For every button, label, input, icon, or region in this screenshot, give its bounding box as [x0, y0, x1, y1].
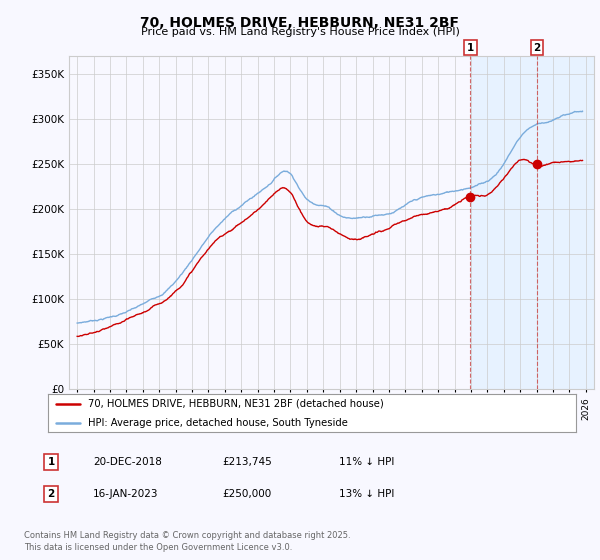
- Text: 16-JAN-2023: 16-JAN-2023: [93, 489, 158, 499]
- Text: 20-DEC-2018: 20-DEC-2018: [93, 457, 162, 467]
- Text: Contains HM Land Registry data © Crown copyright and database right 2025.
This d: Contains HM Land Registry data © Crown c…: [24, 531, 350, 552]
- Text: 1: 1: [467, 43, 474, 53]
- Text: £213,745: £213,745: [222, 457, 272, 467]
- Text: 1: 1: [47, 457, 55, 467]
- Text: HPI: Average price, detached house, South Tyneside: HPI: Average price, detached house, Sout…: [88, 418, 347, 428]
- Text: 70, HOLMES DRIVE, HEBBURN, NE31 2BF: 70, HOLMES DRIVE, HEBBURN, NE31 2BF: [140, 16, 460, 30]
- Bar: [470, 56, 594, 389]
- Text: £250,000: £250,000: [222, 489, 271, 499]
- Text: 13% ↓ HPI: 13% ↓ HPI: [339, 489, 394, 499]
- Text: 2: 2: [47, 489, 55, 499]
- Text: 70, HOLMES DRIVE, HEBBURN, NE31 2BF (detached house): 70, HOLMES DRIVE, HEBBURN, NE31 2BF (det…: [88, 399, 383, 409]
- Text: 11% ↓ HPI: 11% ↓ HPI: [339, 457, 394, 467]
- Text: Price paid vs. HM Land Registry's House Price Index (HPI): Price paid vs. HM Land Registry's House …: [140, 27, 460, 37]
- Text: 2: 2: [533, 43, 541, 53]
